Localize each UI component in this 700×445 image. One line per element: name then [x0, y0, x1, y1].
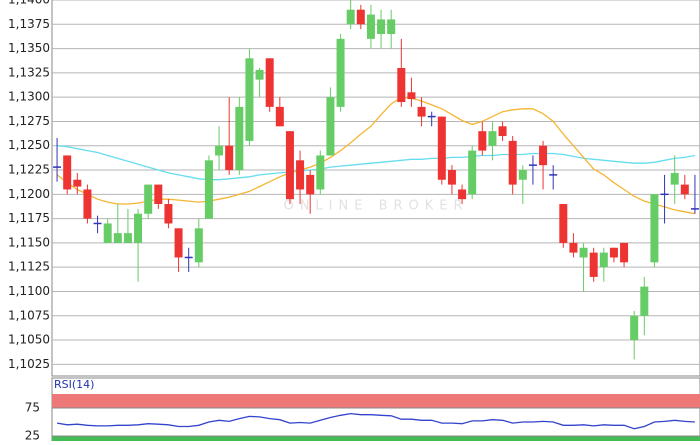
candle-body	[296, 160, 305, 190]
candle-body	[235, 106, 244, 171]
candle-body	[518, 170, 527, 180]
candle-body	[559, 204, 568, 243]
candle-body	[366, 14, 375, 39]
candle-body	[569, 242, 578, 253]
candle-body	[478, 131, 487, 151]
oversold-band	[52, 435, 700, 441]
y-tick-label: 75	[25, 400, 40, 414]
candle-body	[275, 106, 284, 127]
candle-body	[458, 189, 467, 200]
y-tick-label: 1,1125	[8, 260, 50, 274]
overbought-band	[52, 394, 700, 408]
y-tick-label: 1,1400	[8, 0, 50, 7]
candle-body	[397, 68, 406, 103]
candle-body	[215, 145, 224, 156]
candle-body	[650, 194, 659, 263]
candle-body	[265, 58, 274, 107]
y-tick-label: 1,1200	[8, 187, 50, 201]
candle-body	[468, 150, 477, 195]
candle-body	[113, 233, 122, 243]
y-tick-label: 1,1150	[8, 235, 50, 249]
watermark: ONLINE BROKER	[283, 199, 468, 214]
candle-body	[83, 189, 92, 219]
candle-body	[680, 184, 689, 195]
candle-body	[285, 131, 294, 200]
y-tick-label: 1,1300	[8, 90, 50, 104]
candle-body	[174, 228, 183, 258]
candle-body	[245, 58, 254, 141]
candle-body	[306, 174, 315, 195]
rsi-line	[56, 412, 695, 430]
moving-average-line	[56, 96, 696, 215]
candle-body	[498, 126, 507, 137]
y-tick-label: 1,1075	[8, 308, 50, 322]
candle-body	[73, 179, 82, 187]
candle-body	[609, 247, 618, 258]
candle-body	[377, 19, 386, 35]
candle-body	[620, 242, 629, 263]
y-tick-label: 1,1350	[8, 41, 50, 55]
candle-body	[123, 233, 132, 243]
y-tick-label: 1,1025	[8, 357, 50, 371]
candle-body	[630, 315, 639, 341]
candle-body	[539, 145, 548, 166]
candle-body	[134, 213, 143, 243]
y-tick-label: 1,1375	[8, 17, 50, 31]
candle-body	[144, 184, 153, 214]
candle-body	[204, 160, 213, 219]
candle-body	[387, 19, 396, 35]
candle-body	[488, 131, 497, 146]
candle-body	[316, 155, 325, 190]
candle-body	[417, 106, 426, 117]
candle-body	[336, 38, 345, 107]
candle-body	[255, 69, 264, 80]
candle-body	[579, 247, 588, 258]
candle-body	[447, 170, 456, 185]
candle-body	[154, 184, 163, 205]
candle-body	[63, 155, 72, 190]
y-tick-label: 1,1175	[8, 211, 50, 225]
y-tick-label: 1,1050	[8, 333, 50, 347]
candle-body	[407, 92, 416, 100]
rsi-plot	[51, 377, 700, 442]
candle-body	[508, 140, 517, 185]
candle-body	[346, 9, 355, 25]
y-tick-label: 1,1100	[8, 284, 50, 298]
candle-body	[356, 9, 365, 25]
y-tick-label: 1,1250	[8, 138, 50, 152]
candle-body	[103, 223, 112, 243]
y-tick-label: 1,1325	[8, 65, 50, 79]
y-tick-label: 1,1275	[8, 114, 50, 128]
y-tick-label: 1,1225	[8, 163, 50, 177]
candle-body	[164, 204, 173, 224]
rsi-title: RSI(14)	[54, 378, 94, 391]
y-tick-label: 25	[25, 428, 40, 441]
candle-body	[589, 252, 598, 277]
candle-body	[194, 228, 203, 263]
moving-average-line	[57, 145, 696, 181]
candle-body	[640, 286, 649, 316]
candle-body	[437, 116, 446, 180]
candle-body	[599, 252, 608, 268]
candle-body	[670, 172, 679, 185]
candle-body	[326, 97, 335, 156]
candle-body	[225, 145, 234, 171]
